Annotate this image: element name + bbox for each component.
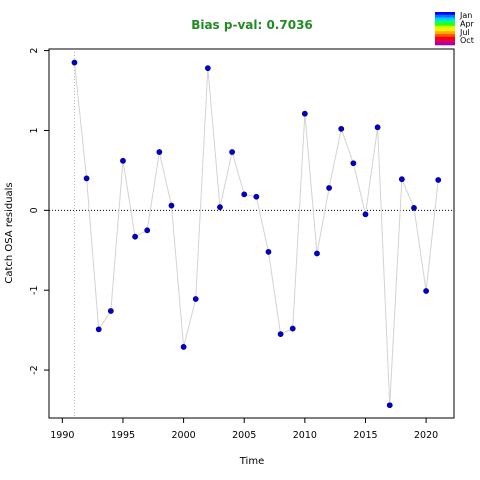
- data-point: [423, 288, 430, 294]
- data-point: [411, 205, 417, 211]
- legend-color-swatch: [435, 31, 455, 35]
- x-tick-label: 1990: [50, 430, 74, 441]
- x-tick-label: 2010: [293, 430, 317, 441]
- legend-color-swatch: [435, 42, 455, 46]
- legend-label: Jul: [459, 28, 470, 37]
- x-axis-label: Time: [239, 456, 264, 467]
- data-point: [398, 176, 405, 183]
- data-point: [217, 204, 223, 211]
- x-tick-label: 1995: [111, 430, 135, 441]
- legend-color-swatch: [435, 36, 455, 40]
- data-point: [314, 250, 320, 257]
- data-point: [277, 331, 284, 338]
- data-point: [338, 125, 345, 132]
- data-point: [362, 211, 369, 218]
- y-tick-label: -1: [29, 285, 40, 294]
- residual-line: [73, 62, 439, 406]
- legend-color-swatch: [435, 17, 455, 21]
- data-point: [168, 202, 175, 209]
- legend-color-swatch: [435, 34, 455, 38]
- x-tick-label: 2020: [414, 430, 438, 441]
- legend-color-swatch: [435, 39, 455, 43]
- data-point: [83, 175, 90, 182]
- legend-color-swatch: [435, 23, 455, 27]
- residual-series: [49, 49, 454, 418]
- data-point: [435, 177, 442, 183]
- data-point: [289, 325, 296, 332]
- data-point: [386, 402, 393, 409]
- legend-color-swatch: [435, 14, 455, 18]
- data-point: [192, 296, 199, 302]
- legend-color-swatch: [435, 25, 455, 29]
- data-point: [132, 233, 138, 240]
- x-tick-label: 2005: [232, 430, 256, 441]
- y-axis: -2 -1 0 1 2: [29, 48, 49, 375]
- data-point: [180, 344, 187, 350]
- y-tick-label: 0: [29, 207, 40, 213]
- data-point: [107, 308, 114, 314]
- x-axis: 1990 1995 2000 2005 2010 2015 2020: [50, 418, 438, 441]
- data-point: [350, 160, 357, 167]
- data-point: [301, 110, 308, 117]
- x-tick-label: 2015: [353, 430, 377, 441]
- y-tick-label: 1: [29, 127, 40, 133]
- plot-area: [48, 48, 455, 419]
- legend-color-swatch: [435, 20, 455, 24]
- data-point: [374, 124, 381, 131]
- x-tick-label: 2000: [172, 430, 196, 441]
- data-point: [253, 193, 260, 200]
- data-point: [265, 248, 272, 255]
- legend-label: Jan: [459, 11, 472, 20]
- data-point: [229, 149, 235, 155]
- data-point: [71, 59, 78, 66]
- data-point: [120, 157, 126, 164]
- data-point: [326, 185, 333, 191]
- data-point: [204, 65, 211, 72]
- data-point: [144, 227, 151, 234]
- legend-label: Oct: [460, 36, 474, 45]
- legend-label: Apr: [460, 19, 475, 28]
- data-point: [156, 149, 163, 155]
- y-axis-label: Catch OSA residuals: [4, 182, 15, 283]
- y-tick-label: 2: [29, 48, 40, 54]
- chart-title: Bias p-val: 0.7036: [191, 18, 313, 32]
- y-tick-label: -2: [29, 365, 40, 374]
- data-point: [95, 326, 102, 333]
- data-point: [241, 191, 248, 198]
- legend-color-swatch: [435, 12, 455, 16]
- legend-color-swatch: [435, 28, 455, 32]
